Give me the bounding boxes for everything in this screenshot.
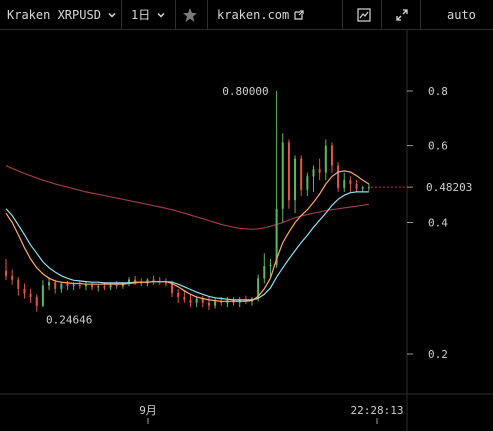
y-tick-label: 0.8 bbox=[428, 85, 448, 98]
candle-body bbox=[281, 142, 284, 209]
chart-canvas[interactable]: 0.8 0.6 0.4 0.2 0.48203 0.80000 0.24646 9月 22:28… bbox=[0, 30, 493, 431]
last-price-label: 0.48203 bbox=[426, 181, 472, 194]
site-link[interactable]: kraken.com bbox=[217, 0, 317, 29]
candle-body bbox=[23, 288, 26, 294]
candle-body bbox=[189, 299, 192, 303]
chart-type-button[interactable] bbox=[357, 0, 377, 29]
candle-body bbox=[355, 183, 358, 189]
candle-body bbox=[177, 292, 180, 298]
candle-body bbox=[337, 165, 340, 188]
low-price-label: 0.24646 bbox=[46, 313, 92, 326]
candle-body bbox=[244, 299, 247, 302]
candle-body bbox=[294, 158, 297, 201]
candle-body bbox=[72, 284, 75, 287]
x-tick-label: 9月 bbox=[139, 404, 157, 417]
interval-label: 1日 bbox=[131, 8, 151, 22]
candle-body bbox=[115, 284, 118, 287]
candle-body bbox=[84, 284, 87, 287]
candle-body bbox=[103, 286, 106, 288]
fullscreen-icon bbox=[396, 8, 408, 21]
candle-body bbox=[300, 158, 303, 190]
scale-mode-button[interactable]: auto bbox=[447, 0, 487, 29]
candle-body bbox=[54, 282, 57, 289]
toolbar-divider bbox=[175, 0, 176, 30]
toolbar-divider bbox=[381, 0, 382, 30]
site-label: kraken.com bbox=[217, 7, 290, 22]
candle-body bbox=[207, 302, 210, 306]
candle-body bbox=[48, 282, 51, 286]
candle-body bbox=[183, 297, 186, 300]
candle-body bbox=[109, 284, 112, 288]
candle-body bbox=[201, 298, 204, 303]
interval-selector[interactable]: 1日 bbox=[131, 0, 171, 29]
candle-body bbox=[263, 266, 266, 279]
candle-body bbox=[361, 187, 364, 189]
candle-body bbox=[318, 169, 321, 173]
symbol-label: Kraken XRPUSD bbox=[7, 7, 101, 22]
price-chart[interactable]: 0.8 0.6 0.4 0.2 0.48203 0.80000 0.24646 9月 22:28… bbox=[0, 30, 493, 431]
candle-body bbox=[97, 286, 100, 288]
candle-body bbox=[164, 282, 167, 284]
candle-body bbox=[78, 284, 81, 287]
star-icon bbox=[183, 7, 197, 22]
ma-fast-line bbox=[5, 170, 370, 302]
candle-body bbox=[66, 283, 69, 287]
candle-body bbox=[312, 169, 315, 177]
chevron-down-icon bbox=[108, 12, 116, 18]
y-tick-label: 0.4 bbox=[428, 217, 448, 230]
y-tick-label: 0.2 bbox=[428, 348, 448, 361]
candle-body bbox=[11, 275, 14, 280]
high-price-label: 0.80000 bbox=[222, 85, 268, 98]
candle-body bbox=[17, 279, 20, 289]
toolbar-divider bbox=[121, 0, 122, 30]
toolbar-divider bbox=[342, 0, 343, 30]
candle-body bbox=[275, 208, 278, 265]
candle-body bbox=[91, 284, 94, 288]
candle-body bbox=[349, 180, 352, 184]
candle-body bbox=[35, 297, 38, 306]
candle-body bbox=[128, 279, 130, 284]
candle-body bbox=[214, 301, 217, 306]
chart-type-icon bbox=[357, 7, 371, 22]
candle-body bbox=[152, 279, 155, 281]
favorite-button[interactable] bbox=[182, 0, 202, 29]
crosshair-time-label: 22:28:13 bbox=[351, 404, 404, 417]
candle-body bbox=[287, 142, 290, 201]
candle-body bbox=[306, 176, 309, 190]
candle-body bbox=[146, 279, 149, 284]
scale-mode-label: auto bbox=[447, 7, 476, 22]
candle-body bbox=[343, 180, 346, 188]
ma-slow-line bbox=[5, 165, 369, 230]
toolbar-divider bbox=[207, 0, 208, 30]
candle-body bbox=[171, 283, 174, 293]
candle-body bbox=[324, 145, 327, 173]
candle-body bbox=[269, 264, 272, 267]
candle-body bbox=[5, 270, 7, 276]
chart-toolbar: Kraken XRPUSD 1日 kraken.com auto bbox=[0, 0, 493, 30]
candle-body bbox=[121, 283, 124, 287]
ma-mid-line bbox=[5, 191, 369, 301]
y-tick-label: 0.6 bbox=[428, 140, 448, 153]
candle-body bbox=[220, 301, 223, 303]
candle-body bbox=[195, 298, 198, 303]
candle-body bbox=[41, 285, 44, 306]
candle-body bbox=[60, 283, 63, 289]
candle-body bbox=[330, 145, 333, 166]
candle-body bbox=[134, 279, 137, 283]
candle-body bbox=[140, 282, 143, 284]
candle-body bbox=[257, 278, 260, 299]
symbol-selector[interactable]: Kraken XRPUSD bbox=[7, 0, 119, 29]
candle-body bbox=[29, 293, 32, 298]
fullscreen-button[interactable] bbox=[395, 0, 415, 29]
chevron-down-icon bbox=[157, 12, 165, 18]
toolbar-divider bbox=[420, 0, 421, 30]
external-link-icon bbox=[294, 9, 304, 20]
candle-body bbox=[367, 187, 370, 189]
